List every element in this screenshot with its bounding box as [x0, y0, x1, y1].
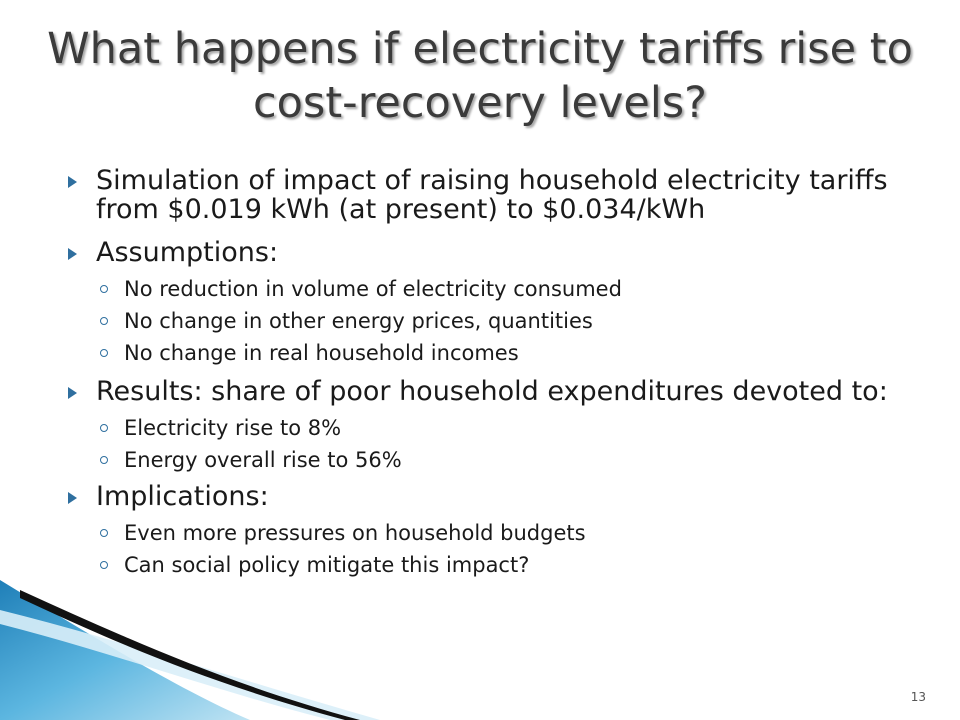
sub-bullet-text: Electricity rise to 8%	[124, 416, 342, 440]
bullet-item: Assumptions:	[68, 238, 898, 267]
circle-bullet-icon	[100, 529, 108, 537]
sub-bullet-item: Can social policy mitigate this impact?	[68, 553, 898, 577]
sub-bullet-item: No change in real household incomes	[68, 341, 898, 365]
arrow-bullet-icon	[68, 248, 77, 260]
circle-bullet-icon	[100, 424, 108, 432]
sub-bullet-text: Energy overall rise to 56%	[124, 448, 402, 472]
bullet-text: Results: share of poor household expendi…	[96, 376, 888, 407]
page-number: 13	[910, 690, 926, 704]
sub-bullet-text: Can social policy mitigate this impact?	[124, 553, 530, 577]
circle-bullet-icon	[100, 285, 108, 293]
sub-bullet-text: No reduction in volume of electricity co…	[124, 277, 622, 301]
sub-bullet-item: Electricity rise to 8%	[68, 416, 898, 440]
sub-bullet-item: Energy overall rise to 56%	[68, 448, 898, 472]
arrow-bullet-icon	[68, 176, 77, 188]
bullet-text: Simulation of impact of raising househol…	[96, 165, 888, 225]
circle-bullet-icon	[100, 349, 108, 357]
circle-bullet-icon	[100, 456, 108, 464]
bullet-list: Simulation of impact of raising househol…	[68, 166, 898, 585]
slide-title: What happens if electricity tariffs rise…	[47, 24, 913, 128]
bullet-item: Implications:	[68, 482, 898, 511]
bullet-text: Assumptions:	[96, 237, 279, 268]
sub-bullet-item: Even more pressures on household budgets	[68, 521, 898, 545]
arrow-bullet-icon	[68, 492, 77, 504]
circle-bullet-icon	[100, 561, 108, 569]
circle-bullet-icon	[100, 317, 108, 325]
arrow-bullet-icon	[68, 387, 77, 399]
decorative-swoosh	[0, 580, 380, 720]
sub-bullet-item: No reduction in volume of electricity co…	[68, 277, 898, 301]
sub-bullet-item: No change in other energy prices, quanti…	[68, 309, 898, 333]
sub-bullet-text: No change in other energy prices, quanti…	[124, 309, 593, 333]
bullet-item: Simulation of impact of raising househol…	[68, 166, 898, 224]
sub-bullet-text: No change in real household incomes	[124, 341, 519, 365]
sub-bullet-text: Even more pressures on household budgets	[124, 521, 586, 545]
bullet-text: Implications:	[96, 481, 269, 512]
bullet-item: Results: share of poor household expendi…	[68, 377, 898, 406]
